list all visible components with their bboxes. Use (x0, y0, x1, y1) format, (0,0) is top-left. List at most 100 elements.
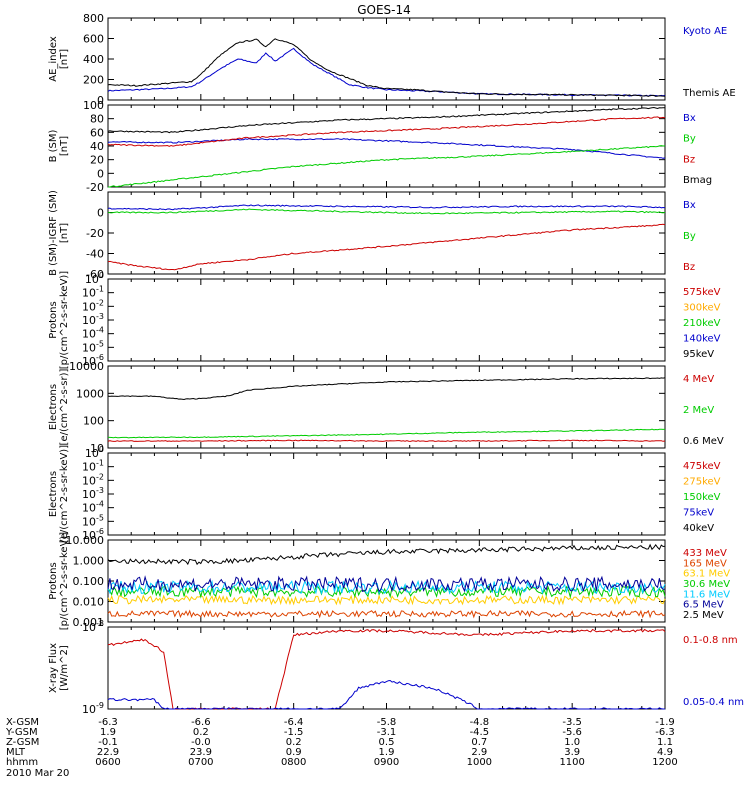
series-line (107, 609, 666, 619)
y-tick-label: 10-4 (82, 326, 104, 341)
orbit-value: -1.5 (284, 727, 304, 738)
panel-frame (107, 626, 666, 710)
y-tick-label: 10-2 (82, 472, 104, 487)
y-axis-label: [p/(cm^2-s-sr-keV)] (59, 532, 70, 631)
orbit-value: 1000 (467, 757, 492, 768)
y-tick-label: 0.010 (73, 596, 105, 609)
orbit-value: -4.5 (470, 727, 490, 738)
y-tick-label: 1000 (76, 387, 104, 400)
legend-entry: 0.05-0.4 nm (683, 697, 744, 708)
orbit-value: 0600 (95, 757, 120, 768)
y-tick-label: 10-1 (82, 285, 104, 300)
series-line (107, 428, 666, 439)
y-tick-label: -20 (86, 227, 104, 240)
legend-entry: Themis AE (682, 88, 736, 99)
y-tick-label: 0 (97, 167, 104, 180)
legend-entry: Bmag (683, 175, 712, 186)
y-tick-label: 10-5 (82, 513, 104, 528)
y-tick-label: 10-3 (82, 312, 104, 327)
y-axis-label: [nT] (59, 49, 70, 69)
legend-entry: 11.6 MeV (683, 589, 730, 600)
orbit-value: 1.0 (564, 737, 580, 748)
orbit-value: -5.8 (377, 717, 397, 728)
series-line (107, 575, 666, 593)
y-tick-label: 0.001 (73, 616, 105, 629)
legend-entry: 300keV (683, 303, 721, 314)
y-tick-label: 40 (90, 140, 104, 153)
orbit-value: -1.9 (655, 717, 675, 728)
y-tick-label: 10000 (69, 360, 104, 373)
orbit-value: 0900 (374, 757, 399, 768)
orbit-value: 0.2 (193, 727, 209, 738)
y-axis-label: [e/(cm^2-s-sr-keV)] (59, 445, 70, 543)
orbit-value: 0.5 (379, 737, 395, 748)
y-tick-label: 200 (83, 74, 104, 87)
legend-entry: Bz (683, 262, 695, 273)
y-tick-label: -20 (86, 181, 104, 194)
series-line (107, 628, 666, 710)
y-tick-label: 10-4 (82, 500, 104, 515)
y-axis-label: [nT] (59, 223, 70, 243)
orbit-value: -6.3 (98, 717, 118, 728)
series-line (107, 106, 666, 134)
legend-entry: 30.6 MeV (683, 579, 730, 590)
y-tick-label: 100 (83, 415, 104, 428)
y-tick-label: 0 (97, 207, 104, 220)
y-tick-label: 10-5 (82, 339, 104, 354)
orbit-value: -0.0 (191, 737, 211, 748)
legend-entry: 2 MeV (683, 405, 714, 416)
y-axis-label: B (SM)-IGRF (SM) (48, 190, 59, 276)
orbit-row-label: MLT (6, 747, 26, 758)
legend-entry: 275keV (683, 477, 721, 488)
legend-entry: Bx (683, 113, 696, 124)
y-tick-label: 400 (83, 53, 104, 66)
y-tick-label: 10-2 (82, 298, 104, 313)
y-tick-label: 0 (97, 94, 104, 107)
orbit-row-label: Y-GSM (5, 727, 38, 738)
series-line (107, 47, 666, 97)
series-line (107, 543, 666, 566)
panel-frame (107, 191, 666, 275)
legend-entry: Kyoto AE (683, 26, 727, 37)
chart-title: GOES-14 (357, 3, 411, 17)
panel-electrons-2: 10-610-510-410-310-210-1100 Electrons [e/(… (48, 445, 721, 543)
orbit-value: 0.9 (286, 747, 302, 758)
orbit-value: -4.8 (470, 717, 490, 728)
panel-ae: 0 200 400 600 800 AE_index [nT] Kyoto AE Themis … (48, 12, 736, 107)
orbit-value: -6.3 (655, 727, 675, 738)
y-axis-label: B (SM) (48, 129, 59, 162)
y-tick-label: 10-1 (82, 459, 104, 474)
panel-electrons-1: 10 100 1000 10000 Electrons [e/(cm^2-s-sr)] 4 … (48, 360, 724, 455)
orbit-value: -5.6 (562, 727, 582, 738)
legend-entry: By (683, 134, 696, 145)
legend-entry: 140keV (683, 334, 721, 345)
y-tick-label: 100 (85, 271, 104, 286)
orbit-value: 0700 (188, 757, 213, 768)
y-tick-label: 60 (90, 126, 104, 139)
orbit-table: X-GSMY-GSMZ-GSMMLThhmm-6.31.9-0.122.9060… (5, 717, 678, 779)
y-tick-label: 10-6 (82, 527, 104, 542)
y-tick-label: 10-6 (82, 353, 104, 368)
y-axis-label: Protons (48, 562, 59, 599)
y-tick-label: 0.100 (73, 575, 105, 588)
y-tick-label: 80 (90, 113, 104, 126)
series-line (107, 116, 666, 147)
panel-frame (107, 104, 666, 188)
orbit-value: 23.9 (190, 747, 212, 758)
series-line (107, 208, 666, 215)
series-line (107, 584, 666, 599)
y-axis-label: [p/(cm^2-s-sr-keV)] (59, 271, 70, 370)
y-tick-label: -40 (86, 248, 104, 261)
series-line (107, 679, 665, 710)
y-tick-label: 10-8 (82, 619, 104, 634)
series-line (107, 204, 666, 211)
date-label: 2010 Mar 20 (6, 768, 69, 779)
orbit-value: -3.5 (562, 717, 582, 728)
orbit-value: 22.9 (97, 747, 119, 758)
y-tick-label: 20 (90, 154, 104, 167)
orbit-value: 1.9 (100, 727, 116, 738)
series-line (107, 38, 666, 97)
orbit-row-label: X-GSM (6, 717, 39, 728)
orbit-value: -6.6 (191, 717, 211, 728)
orbit-value: 4.9 (657, 747, 673, 758)
